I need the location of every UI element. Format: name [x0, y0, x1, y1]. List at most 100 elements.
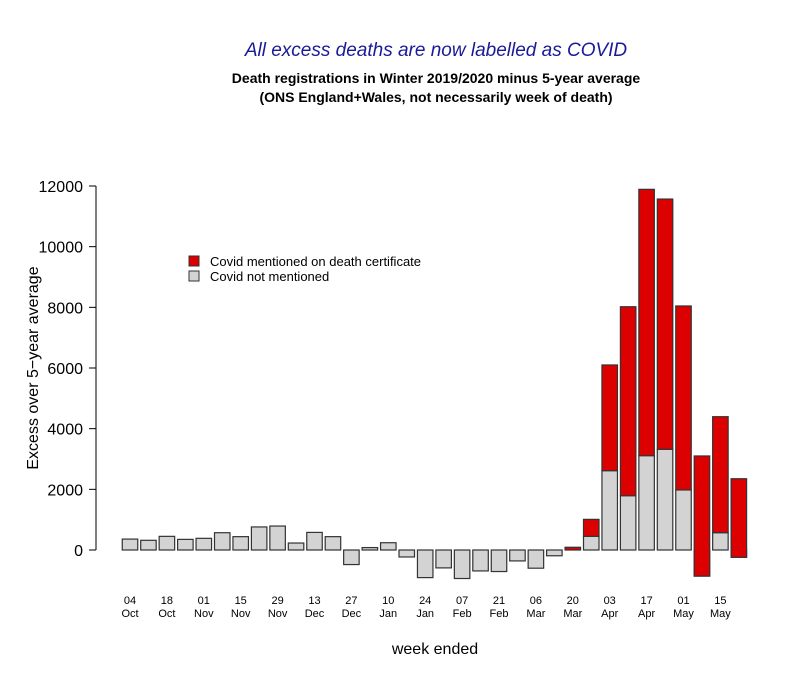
bar-covid-mentioned	[656, 198, 674, 450]
bar-covid-not-mentioned	[195, 537, 213, 551]
bar-group	[490, 549, 508, 573]
bar-group	[379, 542, 397, 551]
bar-group	[675, 305, 692, 551]
bar-covid-not-mentioned	[379, 542, 397, 551]
bar-group	[712, 416, 729, 551]
bar-covid-not-mentioned	[213, 532, 231, 551]
bar-group	[177, 538, 194, 551]
x-tick-label-month: Mar	[526, 608, 545, 620]
bar-group	[509, 549, 526, 562]
bar-group	[195, 537, 213, 551]
x-tick-label-month: Dec	[342, 608, 362, 620]
x-tick-label-month: Oct	[158, 608, 175, 620]
bar-group	[527, 549, 545, 569]
legend-label-covid-not-mentioned: Covid not mentioned	[210, 269, 329, 284]
x-tick-label-month: Oct	[121, 608, 138, 620]
y-tick-label: 6000	[47, 361, 83, 378]
chart-title: All excess deaths are now labelled as CO…	[244, 40, 628, 61]
bar-group	[158, 535, 176, 551]
bar-group	[306, 531, 323, 551]
bar-group	[398, 549, 416, 558]
bar-group	[343, 549, 360, 566]
bar-covid-not-mentioned	[619, 495, 637, 551]
bar-covid-not-mentioned	[601, 470, 619, 551]
bar-group	[287, 542, 305, 551]
legend-label-covid-mentioned: Covid mentioned on death certificate	[210, 254, 421, 269]
x-tick-label-day: 21	[493, 595, 505, 607]
bar-covid-mentioned	[730, 478, 748, 558]
x-tick-label-day: 07	[456, 595, 468, 607]
bar-covid-mentioned	[601, 364, 619, 472]
bar-covid-mentioned	[638, 188, 655, 457]
chart-subtitle-line-1: Death registrations in Winter 2019/2020 …	[232, 70, 641, 86]
bar-covid-not-mentioned	[343, 549, 360, 566]
bar-covid-not-mentioned	[582, 535, 600, 551]
y-tick-label: 8000	[47, 300, 83, 317]
x-tick-label-day: 01	[677, 595, 689, 607]
y-axis-label: Excess over 5−year average	[25, 266, 42, 469]
bar-covid-not-mentioned	[472, 549, 489, 572]
legend-swatch-covid-not-mentioned	[188, 270, 200, 282]
bar-covid-mentioned	[675, 305, 692, 491]
bar-covid-not-mentioned	[324, 536, 342, 551]
bar-covid-not-mentioned	[675, 489, 692, 551]
x-tick-label-month: Nov	[194, 608, 214, 620]
bar-covid-not-mentioned	[232, 536, 250, 551]
bar-covid-not-mentioned	[453, 549, 471, 580]
x-tick-label-day: 03	[604, 595, 616, 607]
bar-group	[435, 549, 452, 569]
y-axis: 0 2000 4000 6000 8000 10000 12000	[39, 179, 97, 560]
bar-covid-not-mentioned	[398, 549, 416, 558]
bar-covid-not-mentioned	[158, 535, 176, 551]
bar-group	[545, 549, 563, 557]
bar-covid-not-mentioned	[306, 531, 323, 551]
bar-covid-not-mentioned	[269, 525, 286, 551]
x-axis-tick-labels: 04Oct18Oct01Nov15Nov29Nov13Dec27Dec10Jan…	[121, 595, 731, 620]
x-tick-label-day: 15	[714, 595, 726, 607]
bar-group	[121, 538, 139, 551]
bar-covid-not-mentioned	[509, 549, 526, 562]
bar-group	[213, 532, 231, 551]
bar-group	[564, 546, 582, 551]
bar-group	[472, 549, 489, 572]
x-axis-label: week ended	[391, 641, 478, 658]
bar-group	[638, 188, 655, 551]
bar-group	[232, 536, 250, 551]
y-tick-label: 0	[74, 543, 83, 560]
bar-covid-mentioned	[564, 546, 582, 551]
x-tick-label-day: 18	[161, 595, 173, 607]
bar-group	[324, 536, 342, 551]
bar-group	[582, 518, 600, 551]
x-tick-label-month: Dec	[305, 608, 325, 620]
x-tick-label-month: Feb	[453, 608, 472, 620]
x-tick-label-month: Feb	[490, 608, 509, 620]
x-tick-label-month: Jan	[379, 608, 397, 620]
bar-covid-not-mentioned	[527, 549, 545, 569]
bar-group	[250, 526, 268, 551]
legend: Covid mentioned on death certificate Cov…	[188, 254, 421, 284]
x-tick-label-month: Mar	[563, 608, 582, 620]
bar-covid-not-mentioned	[177, 538, 194, 551]
x-tick-label-month: Nov	[268, 608, 288, 620]
x-tick-label-day: 17	[640, 595, 652, 607]
bar-covid-mentioned	[693, 455, 711, 577]
bar-covid-not-mentioned	[287, 542, 305, 551]
x-tick-label-day: 06	[530, 595, 542, 607]
chart-subtitle-line-2: (ONS England+Wales, not necessarily week…	[259, 89, 612, 105]
x-tick-label-day: 15	[235, 595, 247, 607]
x-tick-label-month: Nov	[231, 608, 251, 620]
bar-covid-not-mentioned	[140, 539, 157, 551]
x-tick-label-month: May	[710, 608, 731, 620]
bar-group	[140, 539, 157, 551]
bar-covid-not-mentioned	[656, 448, 674, 551]
bar-covid-not-mentioned	[435, 549, 452, 569]
x-tick-label-month: Jan	[416, 608, 434, 620]
bar-group	[361, 546, 379, 551]
bar-group	[269, 525, 286, 551]
bar-group	[656, 198, 674, 551]
bar-covid-mentioned	[712, 416, 729, 534]
y-tick-label: 10000	[39, 240, 84, 257]
bar-covid-not-mentioned	[121, 538, 139, 551]
x-tick-label-day: 27	[345, 595, 357, 607]
